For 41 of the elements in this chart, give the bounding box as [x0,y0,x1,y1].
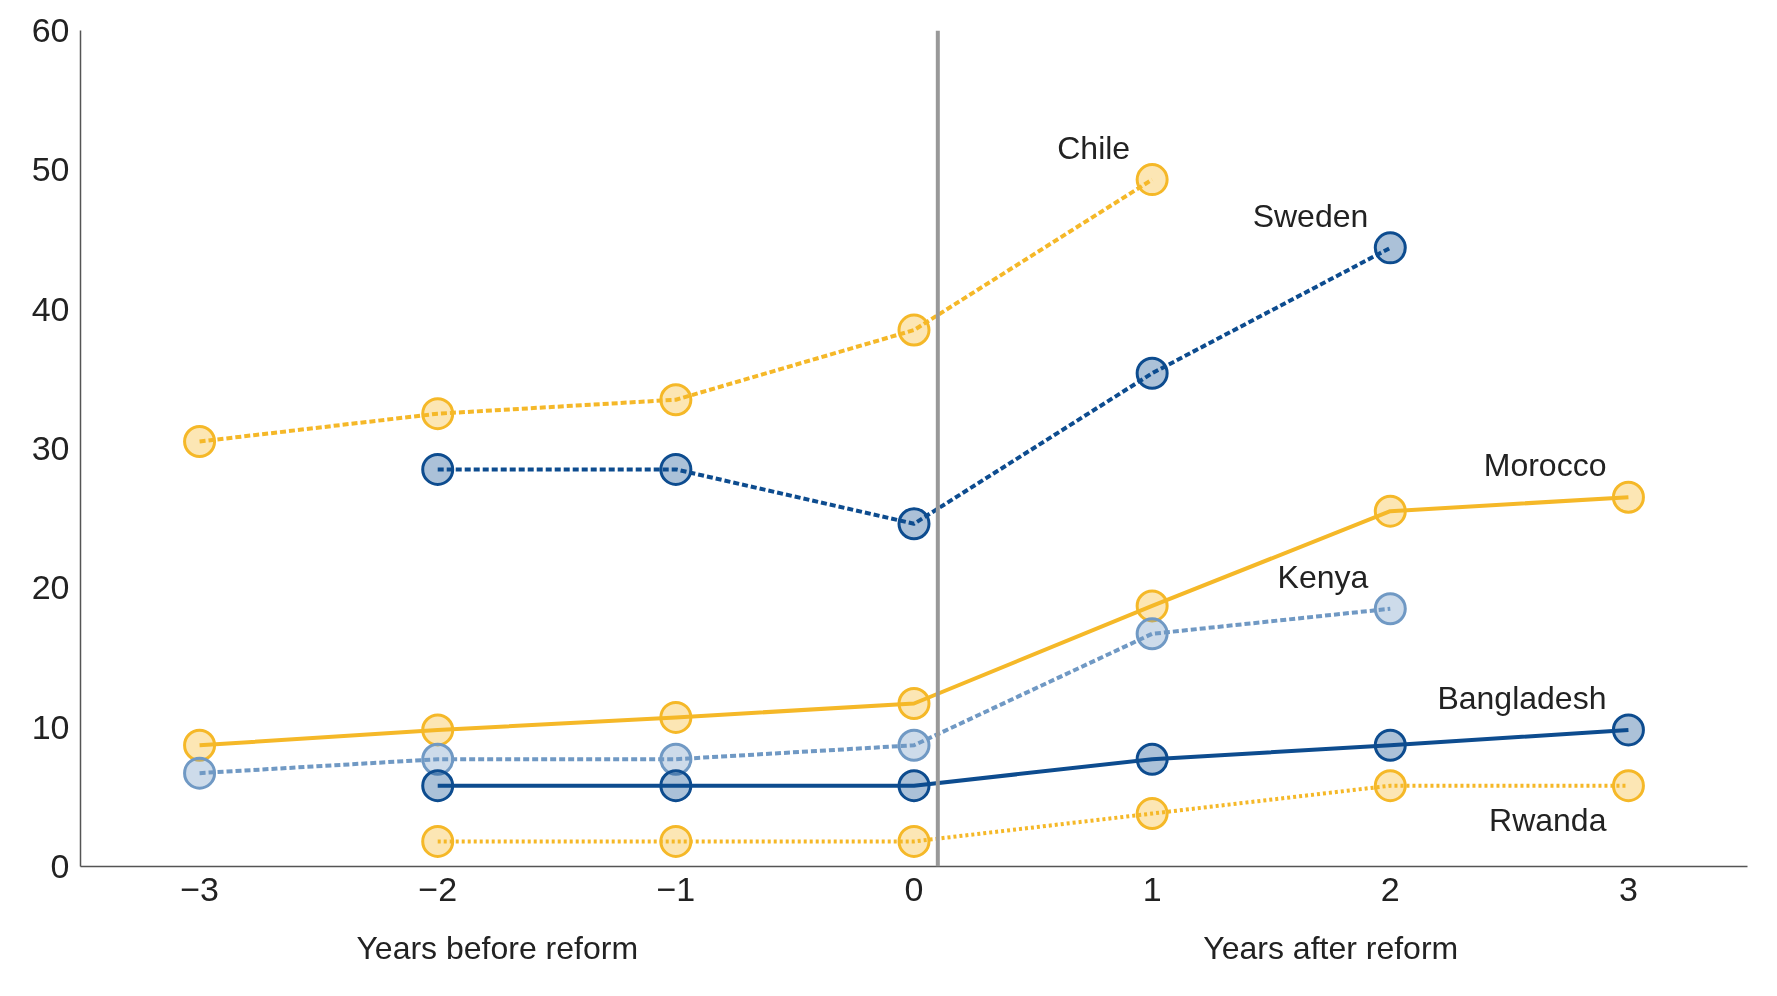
point [1611,769,1645,803]
point [1373,231,1407,265]
text: Years after reform [1203,929,1459,966]
x-tick-label: −2 [418,869,458,908]
y-tick-label: 10 [31,707,70,746]
point [183,756,217,790]
y-tick-label: 60 [31,11,70,49]
point [1135,617,1169,651]
point [1373,769,1407,803]
x-tick-label: 2 [1380,869,1400,908]
x-tick-label: 3 [1618,869,1638,908]
series-label: Bangladesh [1437,679,1607,716]
point [659,383,693,417]
series-label: Sweden [1252,197,1369,234]
y-tick-label: 40 [31,289,70,328]
point [1611,713,1645,747]
y-tick-label: 20 [31,568,70,607]
y-tick-label: 30 [31,429,70,467]
point [1135,797,1169,831]
series-label: Kenya [1277,558,1369,595]
series-label: Chile [1057,129,1131,166]
point [421,452,455,486]
x-tick-label: −1 [656,869,696,908]
point [659,824,693,858]
x-tick-label: 0 [904,869,924,908]
x-tick-label: −3 [180,869,219,908]
point [183,425,217,458]
y-tick-label: 50 [31,150,70,189]
point [421,769,455,803]
point [1373,592,1407,626]
point [897,824,931,858]
x-tick-label: 1 [1142,869,1162,908]
point [897,728,931,762]
text: Years before reform [356,929,639,966]
series-label: Rwanda [1489,801,1607,838]
point [659,452,693,486]
point [421,397,455,431]
series-label: Morocco [1483,447,1607,484]
point [1135,163,1169,197]
point [1611,480,1645,514]
point [421,824,455,858]
